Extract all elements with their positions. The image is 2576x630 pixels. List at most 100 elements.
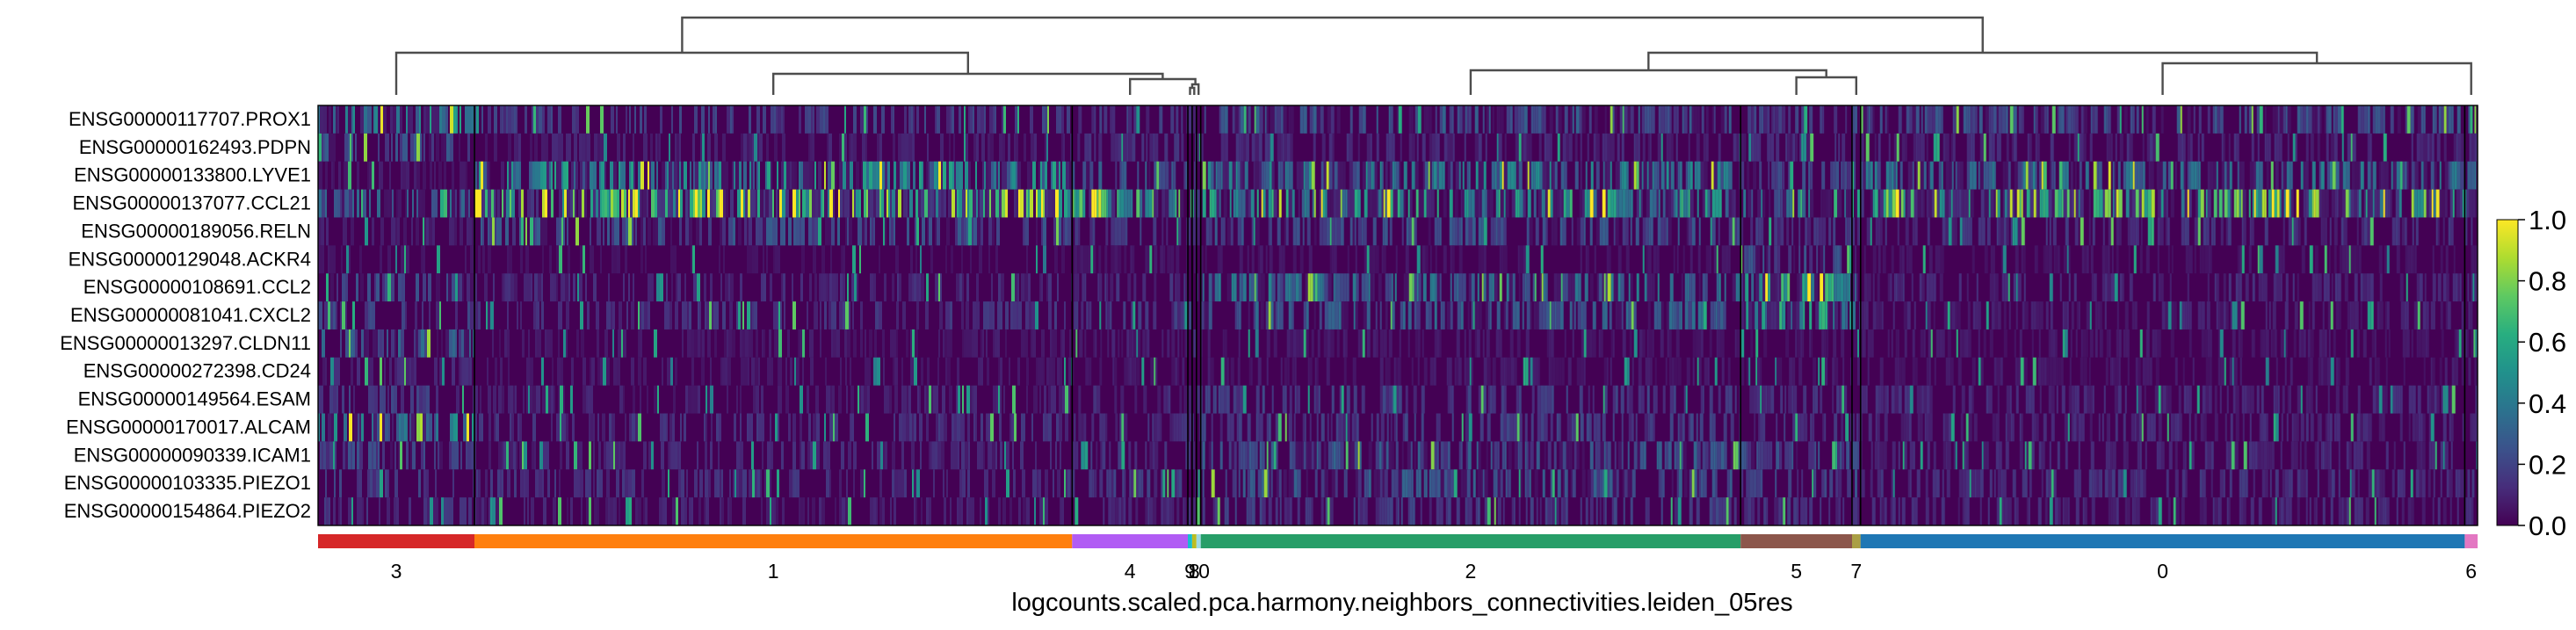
- heatmap-stripe: [2197, 217, 2201, 246]
- heatmap-stripe: [2107, 245, 2110, 274]
- heatmap-stripe: [2355, 161, 2359, 190]
- heatmap-stripe: [1736, 133, 1740, 162]
- heatmap-stripe: [1036, 189, 1038, 218]
- heatmap-stripe: [1228, 161, 1233, 190]
- heatmap-stripe: [1121, 133, 1124, 162]
- heatmap-stripe: [785, 189, 789, 218]
- heatmap-stripe: [602, 189, 604, 218]
- heatmap-stripe: [1465, 105, 1467, 134]
- heatmap-stripe: [1145, 189, 1149, 218]
- heatmap-stripe: [697, 273, 700, 302]
- heatmap-stripe: [2456, 329, 2459, 358]
- heatmap-cell: [1867, 357, 2465, 386]
- heatmap-stripe: [1245, 133, 1248, 162]
- heatmap-stripe: [1464, 133, 1466, 162]
- heatmap-stripe: [1548, 357, 1551, 386]
- heatmap-stripe: [1082, 273, 1085, 302]
- heatmap-stripe: [1330, 189, 1334, 218]
- heatmap-stripe: [1533, 301, 1537, 329]
- heatmap-cell: [2464, 189, 2478, 218]
- heatmap-stripe: [337, 189, 340, 218]
- heatmap-stripe: [675, 301, 678, 329]
- heatmap-stripe: [708, 161, 710, 190]
- heatmap-stripe: [1895, 329, 1898, 358]
- heatmap-stripe: [1827, 301, 1830, 329]
- heatmap-stripe: [2108, 329, 2111, 358]
- heatmap-stripe: [973, 385, 977, 414]
- heatmap-stripe: [741, 357, 744, 386]
- heatmap-stripe: [2111, 357, 2114, 386]
- heatmap-stripe: [1145, 329, 1147, 358]
- heatmap-stripe: [1652, 329, 1654, 358]
- heatmap-stripe: [699, 301, 701, 329]
- heatmap-stripe: [609, 189, 611, 218]
- heatmap-stripe: [1960, 161, 1964, 190]
- heatmap-stripe: [1343, 273, 1347, 302]
- heatmap-stripe: [1785, 133, 1788, 162]
- heatmap-stripe: [1074, 245, 1078, 274]
- heatmap-stripe: [2331, 189, 2335, 218]
- heatmap-stripe: [2031, 329, 2034, 358]
- heatmap-stripe: [1314, 273, 1318, 302]
- heatmap-stripe: [2391, 161, 2393, 190]
- heatmap-stripe: [620, 161, 622, 190]
- heatmap-stripe: [1200, 329, 1203, 358]
- heatmap-stripe: [397, 217, 400, 246]
- heatmap-stripe: [2201, 301, 2205, 329]
- heatmap-stripe: [2240, 273, 2242, 302]
- heatmap-stripe: [1483, 357, 1487, 386]
- heatmap-stripe: [2386, 245, 2390, 274]
- heatmap-stripe: [565, 273, 568, 302]
- heatmap-stripe: [551, 189, 554, 218]
- heatmap-stripe: [2201, 329, 2205, 358]
- heatmap-stripe: [1932, 105, 1936, 134]
- heatmap-stripe: [1523, 357, 1526, 386]
- heatmap-stripe: [2459, 273, 2462, 302]
- heatmap-stripe: [416, 385, 419, 414]
- heatmap-stripe: [1777, 189, 1781, 218]
- heatmap-stripe: [2326, 133, 2329, 162]
- heatmap-stripe: [1620, 385, 1624, 414]
- heatmap-stripe: [898, 189, 901, 218]
- heatmap-stripe: [643, 357, 647, 386]
- heatmap-stripe: [2237, 245, 2240, 274]
- heatmap-stripe: [1494, 273, 1498, 302]
- heatmap-stripe: [2053, 245, 2056, 274]
- heatmap-stripe: [2067, 105, 2072, 134]
- heatmap-stripe: [1606, 161, 1610, 190]
- heatmap-stripe: [1104, 189, 1107, 218]
- heatmap-stripe: [1957, 301, 1961, 329]
- heatmap-stripe: [765, 161, 767, 190]
- heatmap-stripe: [1224, 133, 1226, 162]
- heatmap-stripe: [1357, 329, 1361, 358]
- heatmap-stripe: [1986, 217, 1991, 246]
- heatmap-stripe: [2066, 161, 2069, 190]
- heatmap-stripe: [1145, 161, 1147, 190]
- heatmap-stripe: [488, 189, 491, 218]
- heatmap-stripe: [859, 189, 861, 218]
- heatmap-stripe: [418, 329, 421, 358]
- heatmap-stripe: [1391, 385, 1393, 414]
- heatmap-stripe: [647, 385, 648, 414]
- heatmap-stripe: [1271, 161, 1275, 190]
- heatmap-stripe: [869, 161, 872, 190]
- heatmap-stripe: [1776, 357, 1781, 386]
- heatmap-stripe: [1985, 105, 1989, 134]
- heatmap-stripe: [2379, 189, 2384, 218]
- heatmap-stripe: [2377, 105, 2381, 134]
- heatmap-stripe: [391, 217, 393, 246]
- heatmap-stripe: [2305, 105, 2309, 134]
- heatmap-stripe: [2051, 329, 2056, 358]
- heatmap-stripe: [1834, 105, 1838, 134]
- heatmap-stripe: [2251, 133, 2254, 162]
- heatmap-stripe: [1136, 329, 1139, 358]
- heatmap-stripe: [393, 105, 396, 134]
- heatmap-stripe: [2233, 301, 2238, 329]
- heatmap-stripe: [759, 217, 763, 246]
- heatmap-stripe: [654, 329, 657, 358]
- heatmap-stripe: [1458, 217, 1461, 246]
- heatmap-stripe: [1653, 301, 1658, 329]
- heatmap-stripe: [2446, 273, 2449, 302]
- heatmap-stripe: [552, 133, 555, 162]
- heatmap-stripe: [1719, 189, 1722, 218]
